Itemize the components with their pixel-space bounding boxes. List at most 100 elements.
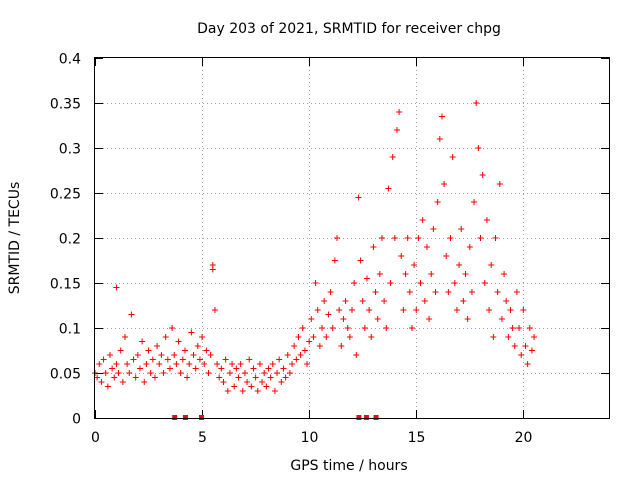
- data-point: [312, 280, 319, 286]
- data-point: [468, 289, 475, 295]
- data-point: [310, 334, 317, 340]
- data-point: [282, 374, 289, 381]
- data-point: [154, 343, 161, 349]
- data-point: [488, 262, 495, 268]
- data-point: [132, 374, 139, 381]
- data-point: [130, 356, 137, 363]
- data-point: [250, 365, 257, 372]
- data-point: [139, 338, 146, 345]
- data-point: [100, 356, 107, 363]
- data-point: [241, 370, 248, 376]
- data-point: [98, 379, 105, 385]
- gap-marker: [356, 415, 362, 420]
- data-point: [196, 356, 203, 363]
- data-point: [171, 352, 178, 358]
- data-point: [353, 352, 360, 358]
- data-point: [269, 361, 276, 367]
- data-point: [363, 275, 370, 282]
- data-point: [190, 352, 197, 358]
- data-point: [128, 311, 135, 318]
- data-point: [385, 185, 392, 192]
- x-tick-label: 20: [515, 430, 533, 446]
- data-point: [334, 235, 341, 241]
- data-point: [372, 289, 379, 295]
- data-point: [516, 325, 523, 331]
- data-point: [402, 271, 409, 277]
- y-tick-label: 0: [72, 412, 81, 428]
- data-point: [492, 235, 499, 241]
- data-point: [473, 100, 480, 106]
- data-point: [299, 325, 306, 331]
- data-point: [518, 352, 525, 358]
- data-point: [169, 325, 176, 331]
- y-tick-label: 0.05: [50, 367, 81, 383]
- data-point: [383, 325, 390, 331]
- data-point: [511, 343, 518, 349]
- data-points: [92, 100, 538, 394]
- data-point: [411, 262, 418, 268]
- data-point: [447, 235, 454, 241]
- data-point: [393, 127, 400, 133]
- y-tick-label: 0.25: [50, 187, 81, 203]
- data-point: [218, 365, 225, 372]
- data-point: [331, 257, 338, 264]
- data-point: [134, 352, 141, 358]
- data-point: [166, 365, 173, 372]
- data-point: [115, 370, 122, 376]
- data-point: [235, 374, 242, 381]
- data-point: [346, 334, 353, 340]
- data-point: [486, 307, 493, 313]
- x-axis-label: GPS time / hours: [290, 458, 407, 474]
- data-point: [173, 361, 180, 367]
- data-point: [357, 257, 364, 264]
- data-point: [374, 316, 381, 322]
- data-point: [248, 383, 255, 390]
- data-point: [162, 334, 169, 340]
- data-point: [113, 284, 120, 291]
- data-point: [336, 307, 343, 313]
- data-point: [522, 343, 529, 349]
- data-point: [214, 361, 221, 367]
- y-tick-label: 0.1: [59, 322, 81, 338]
- data-point: [254, 388, 261, 394]
- data-point: [359, 298, 366, 304]
- data-point: [156, 361, 163, 367]
- data-point: [445, 289, 452, 295]
- data-point: [490, 334, 497, 340]
- data-point: [531, 334, 538, 340]
- data-point: [349, 307, 355, 313]
- data-point: [231, 383, 238, 390]
- data-point: [391, 235, 398, 241]
- data-point: [494, 289, 501, 295]
- data-point: [323, 334, 330, 340]
- data-point: [188, 329, 195, 336]
- y-tick-label: 0.4: [59, 52, 81, 68]
- data-point: [278, 379, 285, 385]
- data-point: [366, 307, 373, 313]
- data-point: [239, 388, 246, 394]
- data-point: [177, 370, 184, 376]
- data-point: [216, 374, 223, 381]
- data-point: [205, 370, 212, 376]
- y-axis-label: SRMTID / TECUs: [7, 182, 23, 295]
- data-point: [466, 244, 473, 250]
- data-point: [267, 374, 274, 381]
- data-point: [252, 374, 259, 381]
- y-tick-label: 0.35: [50, 97, 81, 113]
- data-point: [509, 325, 516, 331]
- data-point: [207, 352, 214, 358]
- data-point: [520, 307, 527, 313]
- data-point: [319, 325, 326, 331]
- data-point: [286, 370, 293, 376]
- data-point: [229, 361, 236, 367]
- gap-markers: [172, 415, 379, 420]
- data-point: [143, 361, 150, 367]
- data-point: [342, 298, 349, 304]
- data-point: [501, 271, 508, 277]
- data-point: [340, 316, 347, 322]
- data-point: [220, 379, 227, 385]
- data-point: [259, 379, 266, 385]
- data-point: [370, 244, 377, 250]
- data-point: [432, 289, 439, 295]
